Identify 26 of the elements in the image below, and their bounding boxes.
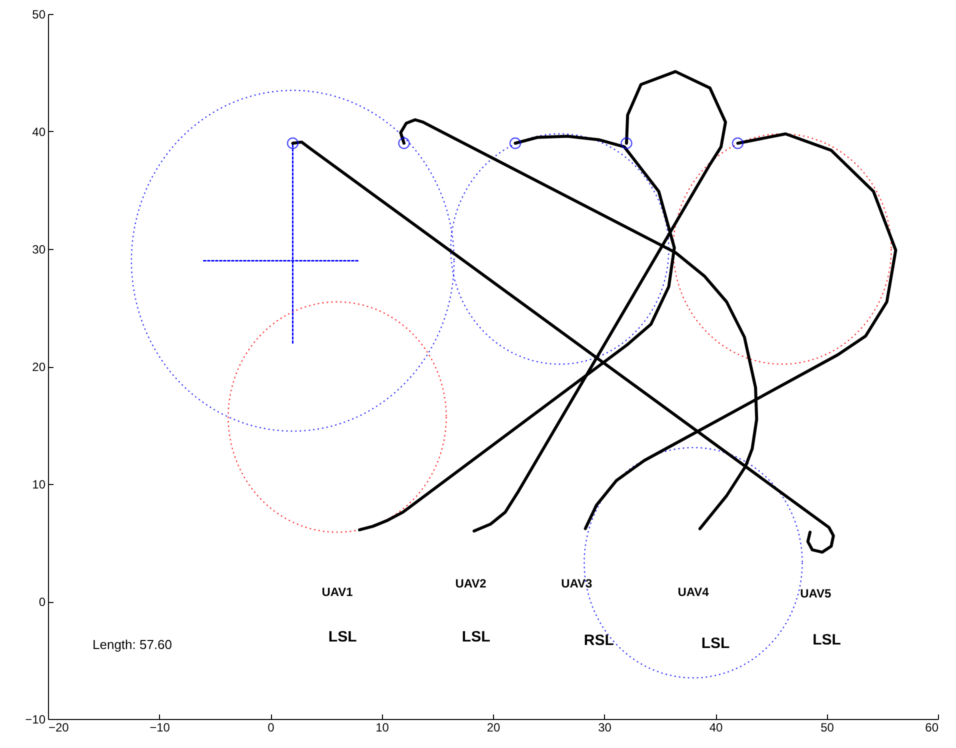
annotation: LSL — [328, 628, 357, 646]
y-tick-label: 20 — [32, 360, 46, 374]
x-tick-label: 50 — [820, 720, 834, 734]
annotation: LSL — [462, 628, 490, 646]
annotation: UAV4 — [678, 585, 710, 600]
x-tick-label: −10 — [150, 720, 170, 734]
annotation: LSL — [812, 631, 841, 648]
y-tick-label: 10 — [32, 478, 46, 492]
annotation: UAV3 — [561, 576, 593, 591]
x-tick-label: 10 — [376, 720, 390, 734]
annotation: UAV5 — [800, 586, 832, 601]
annotation: UAV2 — [455, 576, 487, 591]
y-tick-label: 0 — [38, 595, 46, 609]
x-tick-label: 30 — [598, 720, 612, 734]
annotation: RSL — [584, 632, 614, 650]
x-tick-label: 60 — [925, 720, 939, 734]
y-tick-label: 50 — [32, 8, 46, 22]
annotation: Length: 57.60 — [92, 636, 172, 652]
y-tick-label: 30 — [32, 242, 46, 256]
x-tick-label: 0 — [268, 720, 275, 734]
y-tick-label: 40 — [32, 125, 46, 139]
x-tick-label: 20 — [486, 720, 500, 734]
annotation: LSL — [701, 634, 730, 652]
x-tick-label: 40 — [709, 720, 723, 734]
annotation: UAV1 — [322, 585, 354, 600]
x-tick-label: −20 — [48, 720, 70, 734]
